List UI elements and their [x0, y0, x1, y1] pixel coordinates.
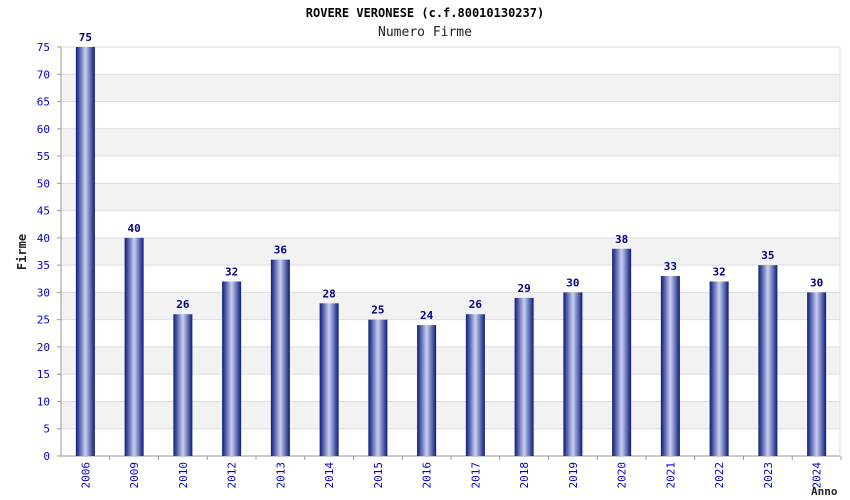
- data-label: 30: [566, 276, 579, 289]
- data-label: 26: [469, 298, 483, 311]
- y-tick-label: 5: [43, 423, 50, 436]
- x-tick-label: 2023: [762, 462, 775, 489]
- x-tick-label: 2020: [616, 462, 629, 489]
- bar: [807, 292, 827, 456]
- bar: [222, 281, 242, 456]
- x-axis-label: Anno: [811, 485, 838, 498]
- x-tick-label: 2016: [421, 462, 434, 489]
- bar: [75, 47, 95, 456]
- y-tick-label: 45: [37, 205, 50, 218]
- x-tick-label: 2024: [811, 462, 824, 489]
- bar: [709, 281, 729, 456]
- bar: [368, 319, 388, 456]
- y-tick-label: 75: [37, 41, 50, 54]
- bar: [319, 303, 339, 456]
- grid-band: [61, 74, 840, 102]
- y-tick-label: 40: [37, 232, 50, 245]
- x-tick-label: 2009: [128, 462, 141, 489]
- x-tick-label: 2014: [323, 462, 336, 489]
- y-tick-label: 60: [37, 123, 50, 136]
- y-tick-label: 65: [37, 96, 50, 109]
- grid-band: [61, 128, 840, 157]
- x-tick-label: 2010: [177, 462, 190, 489]
- y-tick-label: 20: [37, 341, 50, 354]
- x-tick-label: 2015: [372, 462, 385, 489]
- x-tick-label: 2013: [274, 462, 287, 489]
- y-tick-label: 35: [37, 259, 50, 272]
- data-label: 26: [176, 298, 190, 311]
- bar: [660, 276, 680, 456]
- y-tick-label: 50: [37, 177, 50, 190]
- x-tick-label: 2017: [469, 462, 482, 489]
- y-tick-label: 25: [37, 314, 50, 327]
- x-tick-label: 2012: [226, 462, 239, 489]
- data-label: 75: [79, 31, 92, 44]
- data-label: 36: [274, 244, 288, 257]
- data-label: 38: [615, 233, 628, 246]
- x-tick-label: 2006: [79, 462, 92, 489]
- data-label: 24: [420, 309, 434, 322]
- bar: [612, 248, 632, 456]
- bar: [417, 325, 437, 456]
- bar: [173, 314, 193, 456]
- data-label: 28: [323, 287, 336, 300]
- x-tick-label: 2022: [713, 462, 726, 489]
- bar: [514, 297, 534, 456]
- data-label: 29: [518, 282, 531, 295]
- y-tick-label: 10: [37, 395, 50, 408]
- data-label: 40: [128, 222, 141, 235]
- y-tick-label: 0: [43, 450, 50, 463]
- grid-band: [61, 183, 840, 211]
- y-tick-label: 70: [37, 68, 50, 81]
- y-tick-label: 15: [37, 368, 50, 381]
- data-label: 32: [225, 265, 238, 278]
- bar: [270, 259, 290, 456]
- data-label: 32: [713, 265, 726, 278]
- data-label: 35: [761, 249, 774, 262]
- chart-title: ROVERE VERONESE (c.f.80010130237): [305, 6, 545, 20]
- y-tick-label: 30: [37, 286, 50, 299]
- bar: [563, 292, 583, 456]
- data-label: 30: [810, 276, 823, 289]
- bar: [465, 314, 485, 456]
- x-tick-label: 2018: [518, 462, 531, 489]
- y-tick-label: 55: [37, 150, 50, 163]
- bar: [758, 265, 778, 456]
- x-tick-label: 2019: [567, 462, 580, 489]
- bar: [124, 237, 144, 456]
- data-label: 33: [664, 260, 677, 273]
- grid-band: [61, 237, 840, 266]
- chart-subtitle: Numero Firme: [378, 25, 472, 40]
- data-label: 25: [371, 304, 384, 317]
- x-tick-label: 2021: [664, 462, 677, 489]
